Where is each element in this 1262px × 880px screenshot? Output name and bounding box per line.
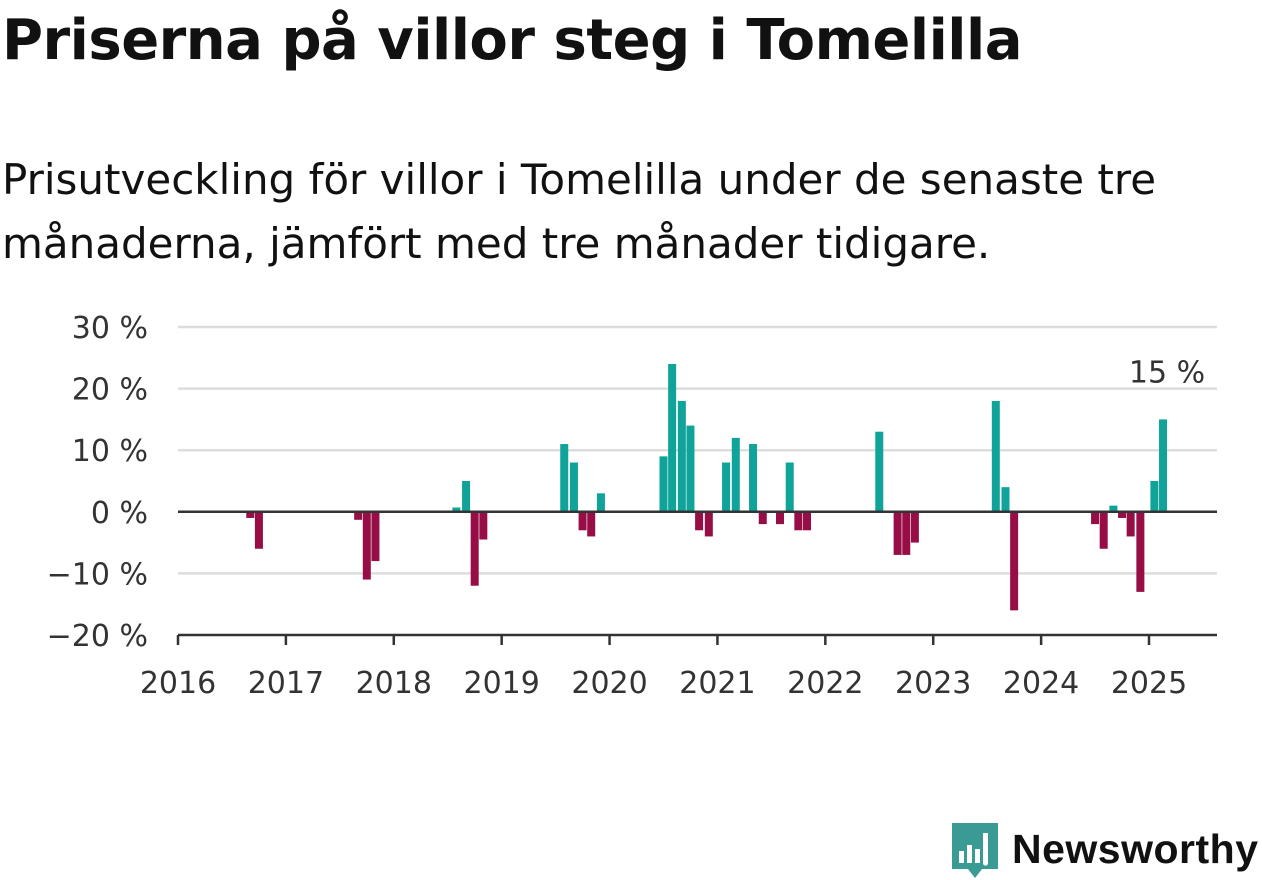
bar-positive	[686, 425, 695, 512]
bar-positive	[731, 437, 740, 512]
bar-negative	[1126, 511, 1135, 537]
x-tick-label: 2020	[571, 666, 647, 701]
bar-negative	[704, 511, 713, 537]
x-tick-label: 2019	[463, 666, 539, 701]
bar-negative	[254, 511, 263, 549]
bar-negative	[1091, 511, 1100, 525]
x-tick-label: 2018	[356, 666, 432, 701]
bar-negative	[578, 511, 587, 531]
bar-positive	[1150, 481, 1159, 512]
tick-labels: 30 % 20 % 10 % 0 % −10 % −20 % 2016 2017 2018 201…	[47, 311, 1208, 701]
bar-negative	[246, 511, 255, 518]
bar-negative	[470, 511, 479, 586]
bar-negative	[902, 511, 911, 555]
bar-negative	[1010, 511, 1019, 611]
bar-positive	[785, 462, 794, 512]
bar-negative	[354, 511, 363, 520]
bar-negative	[362, 511, 371, 580]
bar-positive	[668, 363, 677, 512]
bar-positive	[462, 481, 471, 512]
bar-negative	[587, 511, 596, 537]
bar-positive	[677, 400, 686, 512]
newsworthy-logo: Newsworthy	[950, 818, 1259, 880]
bar-positive	[749, 444, 758, 512]
bar-positive	[722, 462, 731, 512]
bar-negative	[695, 511, 704, 531]
y-tick-label: 20 %	[72, 373, 148, 408]
bar-positive	[1109, 505, 1118, 512]
bar-negative	[910, 511, 919, 543]
x-tick-label: 2025	[1111, 666, 1187, 701]
axes	[176, 510, 1217, 645]
chart-subtitle: Prisutveckling för villor i Tomelilla un…	[2, 155, 1157, 268]
bar-chart: 30 % 20 % 10 % 0 % −10 % −20 % 2016 2017 2018 201…	[47, 311, 1217, 701]
chart-title: Priserna på villor steg i Tomelilla	[2, 8, 1022, 73]
x-tick-label: 2022	[787, 666, 863, 701]
brand-name: Newsworthy	[1012, 825, 1259, 872]
bar-negative	[371, 511, 380, 562]
bar-negative	[1118, 511, 1127, 518]
y-tick-label: 0 %	[91, 496, 148, 531]
bar-positive	[560, 444, 569, 512]
bar-negative	[1099, 511, 1108, 549]
x-tick-label: 2021	[679, 666, 755, 701]
x-tick-label: 2024	[1003, 666, 1079, 701]
bar-negative	[893, 511, 902, 555]
bar-positive	[875, 431, 884, 512]
y-tick-label: −10 %	[47, 557, 148, 592]
bar-positive	[596, 493, 605, 512]
bar-series	[246, 363, 1168, 611]
bar-positive	[452, 507, 461, 512]
newsworthy-logo-icon	[952, 823, 998, 878]
bar-negative	[794, 511, 803, 531]
bar-positive	[659, 456, 668, 512]
bar-positive	[569, 462, 578, 512]
grid-lines	[178, 325, 1217, 575]
x-tick-label: 2017	[248, 666, 324, 701]
y-tick-label: −20 %	[47, 619, 148, 654]
bar-positive	[991, 400, 1000, 512]
bar-negative	[758, 511, 767, 525]
bar-negative	[802, 511, 811, 531]
bar-negative	[776, 511, 785, 525]
bar-negative	[479, 511, 488, 540]
bar-positive	[1159, 419, 1168, 512]
bar-negative	[1136, 511, 1145, 592]
x-tick-label: 2023	[895, 666, 971, 701]
x-tick-label: 2016	[140, 666, 216, 701]
y-tick-label: 10 %	[72, 434, 148, 469]
last-value-label: 15 %	[1129, 355, 1205, 390]
y-tick-label: 30 %	[72, 311, 148, 346]
bar-positive	[1001, 487, 1010, 512]
